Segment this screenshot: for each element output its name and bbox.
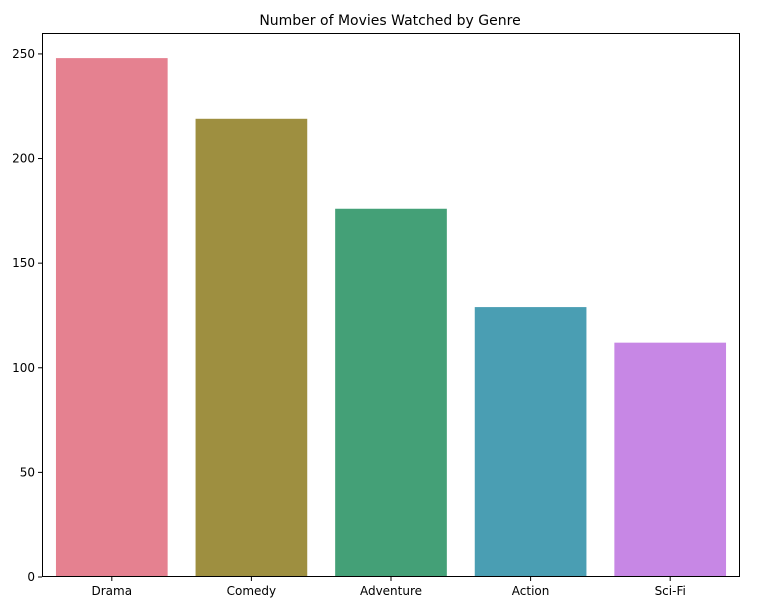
y-axis: 0 50 100 150 200 250 [12,47,42,584]
x-axis: Drama Comedy Adventure Action Sci-Fi [92,577,686,598]
y-tick-label: 0 [27,570,35,584]
y-tick-label: 200 [12,152,35,166]
bar-action [474,307,587,577]
y-tick-label: 150 [12,256,35,270]
y-tick-label: 250 [12,47,35,61]
bar-adventure [335,208,447,577]
y-tick-label: 50 [20,465,35,479]
x-tick-label: Sci-Fi [655,584,686,598]
chart-title: Number of Movies Watched by Genre [259,13,520,29]
x-tick-label: Drama [92,584,133,598]
bar-comedy [195,118,308,578]
bar-drama [55,58,168,578]
x-tick-label: Comedy [227,584,277,598]
x-tick-label: Action [512,584,550,598]
plot-frame [42,33,740,577]
bar-sci-fi [614,342,727,577]
x-tick-label: Adventure [360,584,422,598]
bars [55,58,727,578]
y-tick-label: 100 [12,361,35,375]
